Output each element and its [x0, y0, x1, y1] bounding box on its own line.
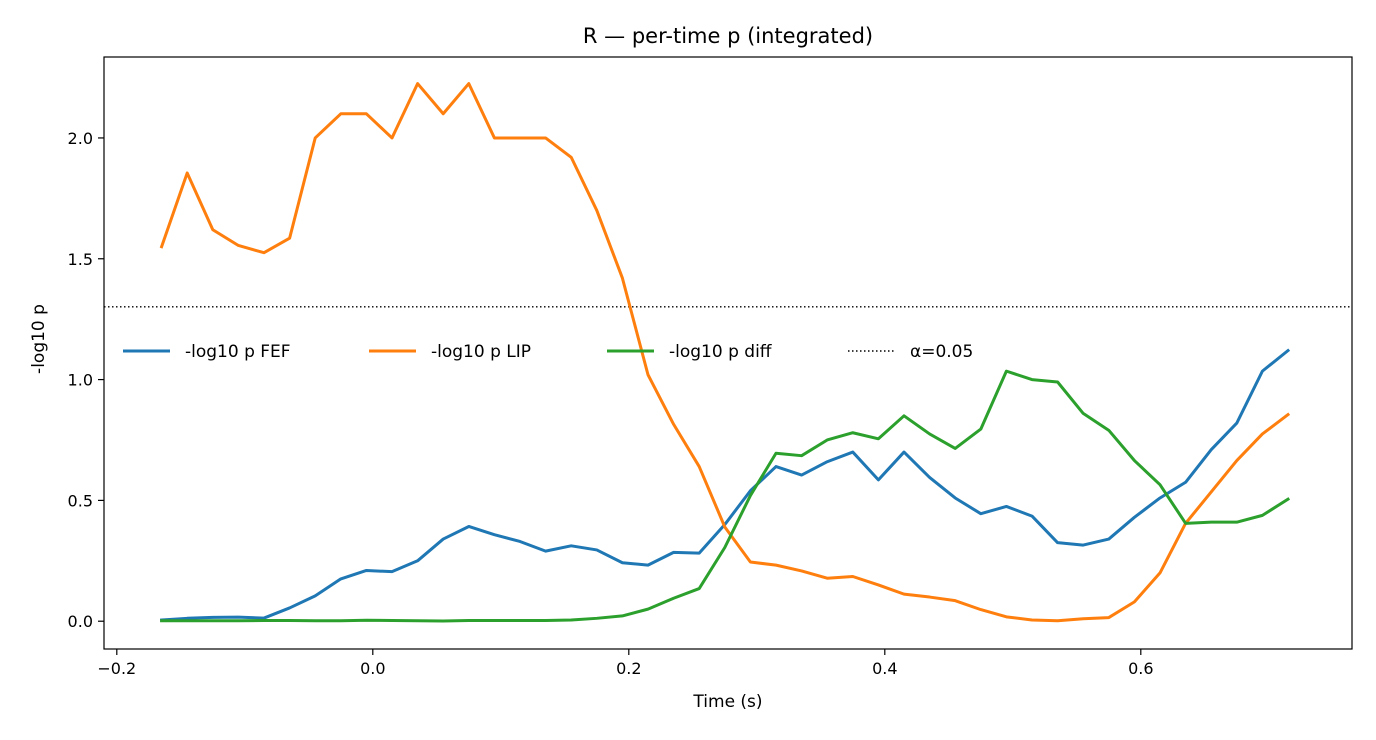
x-tick-label: 0.0 [360, 659, 385, 678]
legend-label-diff: -log10 p diff [669, 342, 773, 362]
tick-layer: −0.2 0.0 0.2 0.4 0.6 0.0 0.5 1.0 1.5 2.0 [68, 129, 1154, 678]
plot-frame [103, 56, 1353, 650]
series-line-diff [160, 369, 1291, 623]
y-tick-label: 1.5 [68, 250, 93, 269]
series-layer [104, 82, 1352, 623]
legend-label-alpha: α=0.05 [910, 342, 973, 362]
legend-label-lip: -log10 p LIP [431, 342, 531, 362]
series-line-lip [159, 82, 1291, 623]
x-tick-label: −0.2 [97, 659, 136, 678]
x-axis-label: Time (s) [692, 692, 762, 712]
y-tick-label: 1.0 [68, 371, 93, 390]
chart-title: R — per-time p (integrated) [583, 24, 873, 48]
y-tick-label: 0.0 [68, 612, 93, 631]
x-tick-label: 0.6 [1128, 659, 1153, 678]
legend-label-fef: -log10 p FEF [185, 342, 291, 362]
y-tick-label: 0.5 [68, 491, 93, 510]
series-line-fef [160, 348, 1291, 622]
x-tick-label: 0.4 [872, 659, 897, 678]
legend: -log10 p FEF -log10 p LIP -log10 p diff … [123, 342, 973, 362]
y-axis-label: -log10 p [29, 304, 49, 374]
y-tick-label: 2.0 [68, 129, 93, 148]
x-tick-label: 0.2 [616, 659, 641, 678]
